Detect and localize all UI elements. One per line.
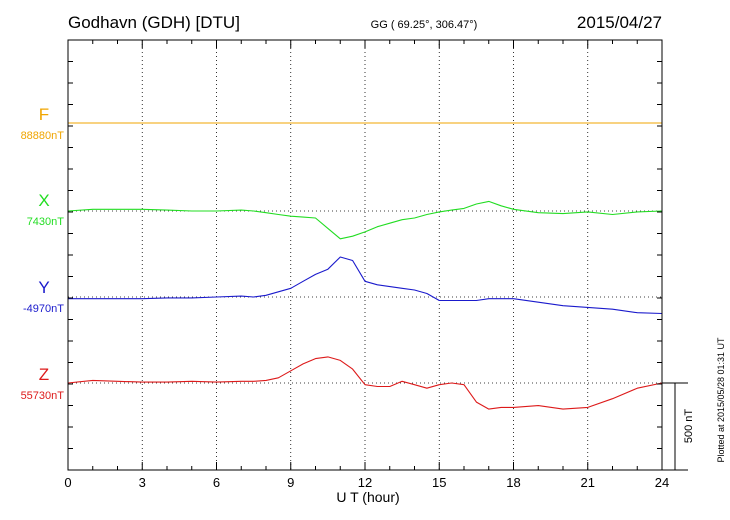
x-tick-label-6: 6 — [213, 475, 220, 490]
x-tick-label-12: 12 — [358, 475, 372, 490]
x-axis-label: U T (hour) — [336, 489, 399, 505]
baseline-value-f: 88880nT — [21, 130, 65, 142]
x-tick-label-0: 0 — [64, 475, 71, 490]
component-label-x: X — [38, 191, 49, 210]
station-title: Godhavn (GDH) [DTU] — [68, 13, 240, 32]
x-tick-labels: 0 3 6 9 12 15 18 21 24 — [64, 475, 669, 490]
baseline-value-y: -4970nT — [23, 303, 64, 315]
station-coordinates: GG ( 69.25°, 306.47°) — [371, 19, 478, 31]
trace-z — [67, 356, 663, 410]
plot-date: 2015/04/27 — [577, 13, 662, 32]
x-tick-label-21: 21 — [581, 475, 595, 490]
scale-bar: 500 nT — [662, 382, 695, 471]
trace-y — [68, 256, 663, 315]
x-tick-label-24: 24 — [655, 475, 669, 490]
component-label-y: Y — [38, 278, 49, 297]
component-label-f: F — [39, 105, 49, 124]
grid-lines — [141, 40, 589, 470]
baseline-value-z: 55730nT — [21, 390, 65, 402]
x-tick-label-18: 18 — [506, 475, 520, 490]
x-tick-label-15: 15 — [432, 475, 446, 490]
frame-ticks — [67, 39, 663, 471]
x-tick-label-9: 9 — [287, 475, 294, 490]
scale-bar-label: 500 nT — [683, 409, 695, 444]
baseline-value-x: 7430nT — [27, 216, 65, 228]
component-label-z: Z — [39, 365, 49, 384]
component-labels: F 88880nT X 7430nT Y -4970nT Z 55730nT — [21, 105, 65, 402]
component-traces — [67, 122, 663, 410]
plotted-timestamp: Plotted at 2015/05/28 01:31 UT — [716, 337, 726, 463]
x-tick-label-3: 3 — [139, 475, 146, 490]
trace-x — [67, 200, 663, 240]
